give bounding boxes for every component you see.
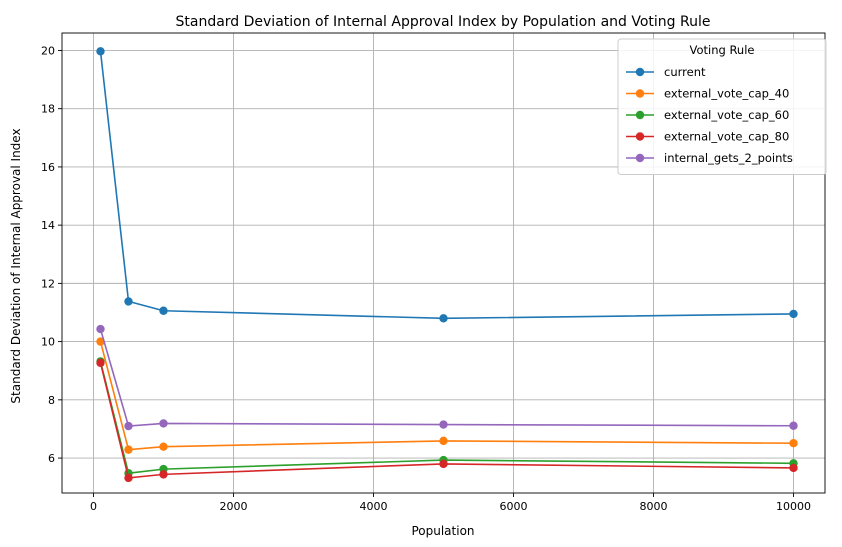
x-axis-label: Population — [411, 524, 474, 538]
x-tick-label: 8000 — [640, 500, 668, 513]
data-point — [159, 442, 168, 451]
legend-box — [617, 38, 827, 175]
y-tick-label: 10 — [41, 336, 55, 349]
legend-title: Voting Rule — [690, 43, 755, 57]
series-external_vote_cap_60 — [96, 357, 798, 478]
y-tick-label: 16 — [41, 161, 55, 174]
data-point — [96, 324, 105, 334]
legend-swatch-marker — [635, 67, 645, 77]
y-tick-label: 14 — [41, 219, 55, 232]
legend-swatch-marker — [635, 153, 645, 163]
series-external_vote_cap_80 — [96, 358, 798, 483]
chart-title: Standard Deviation of Internal Approval … — [175, 14, 710, 30]
legend-item: internal_gets_2_points — [626, 151, 793, 165]
y-tick-label: 18 — [41, 103, 55, 116]
y-tick-label: 20 — [41, 44, 55, 57]
legend-label: current — [664, 65, 706, 79]
legend-label: internal_gets_2_points — [664, 151, 793, 165]
data-point — [439, 459, 448, 469]
data-point — [124, 445, 133, 454]
series-internal_gets_2_points — [96, 324, 798, 431]
legend-swatch-marker — [635, 110, 645, 120]
data-point — [789, 439, 798, 448]
y-tick-label: 6 — [48, 452, 55, 465]
x-tick-label: 0 — [90, 500, 97, 513]
data-point — [124, 473, 133, 483]
data-point — [789, 421, 798, 430]
plot-frame — [61, 32, 826, 494]
y-axis-label: Standard Deviation of Internal Approval … — [9, 128, 23, 403]
data-point — [159, 419, 168, 428]
data-point — [789, 463, 798, 473]
series-external_vote_cap_40 — [96, 337, 798, 454]
legend-label: external_vote_cap_40 — [664, 87, 789, 101]
y-tick-label: 12 — [41, 277, 55, 290]
legend-item: external_vote_cap_80 — [626, 130, 789, 144]
legend-items: current external_vote_cap_40 external_vote… — [626, 65, 793, 165]
legend-label: external_vote_cap_60 — [664, 108, 789, 122]
legend-item: external_vote_cap_40 — [626, 87, 789, 101]
legend-item: external_vote_cap_60 — [626, 108, 789, 122]
axis-ticks: 0 2000 4000 6000 8000 10000 6 8 10 12 14 16 18 20 — [41, 44, 811, 513]
legend-swatch-marker — [635, 89, 645, 98]
data-point — [159, 470, 168, 479]
data-point — [439, 436, 448, 446]
legend: Voting Rule current external_vote_cap_40e… — [617, 38, 827, 175]
legend-swatch-marker — [635, 132, 645, 141]
data-point — [439, 420, 448, 429]
series-line — [99, 341, 794, 451]
x-tick-label: 4000 — [360, 500, 388, 513]
series-lines — [96, 47, 798, 483]
series-line — [99, 328, 794, 427]
x-tick-label: 2000 — [220, 500, 248, 513]
data-point — [124, 421, 133, 431]
legend-item: current — [626, 65, 706, 79]
data-point — [789, 309, 798, 319]
x-tick-label: 6000 — [500, 500, 528, 513]
data-point — [96, 358, 105, 368]
data-point — [159, 306, 168, 315]
data-point — [124, 297, 133, 306]
data-point — [96, 337, 105, 346]
data-point — [439, 314, 448, 323]
series-current — [96, 47, 798, 323]
x-tick-label: 10000 — [776, 500, 811, 513]
data-point — [96, 47, 105, 56]
legend-label: external_vote_cap_80 — [664, 130, 789, 144]
series-line — [99, 361, 794, 475]
y-tick-label: 8 — [48, 394, 55, 407]
